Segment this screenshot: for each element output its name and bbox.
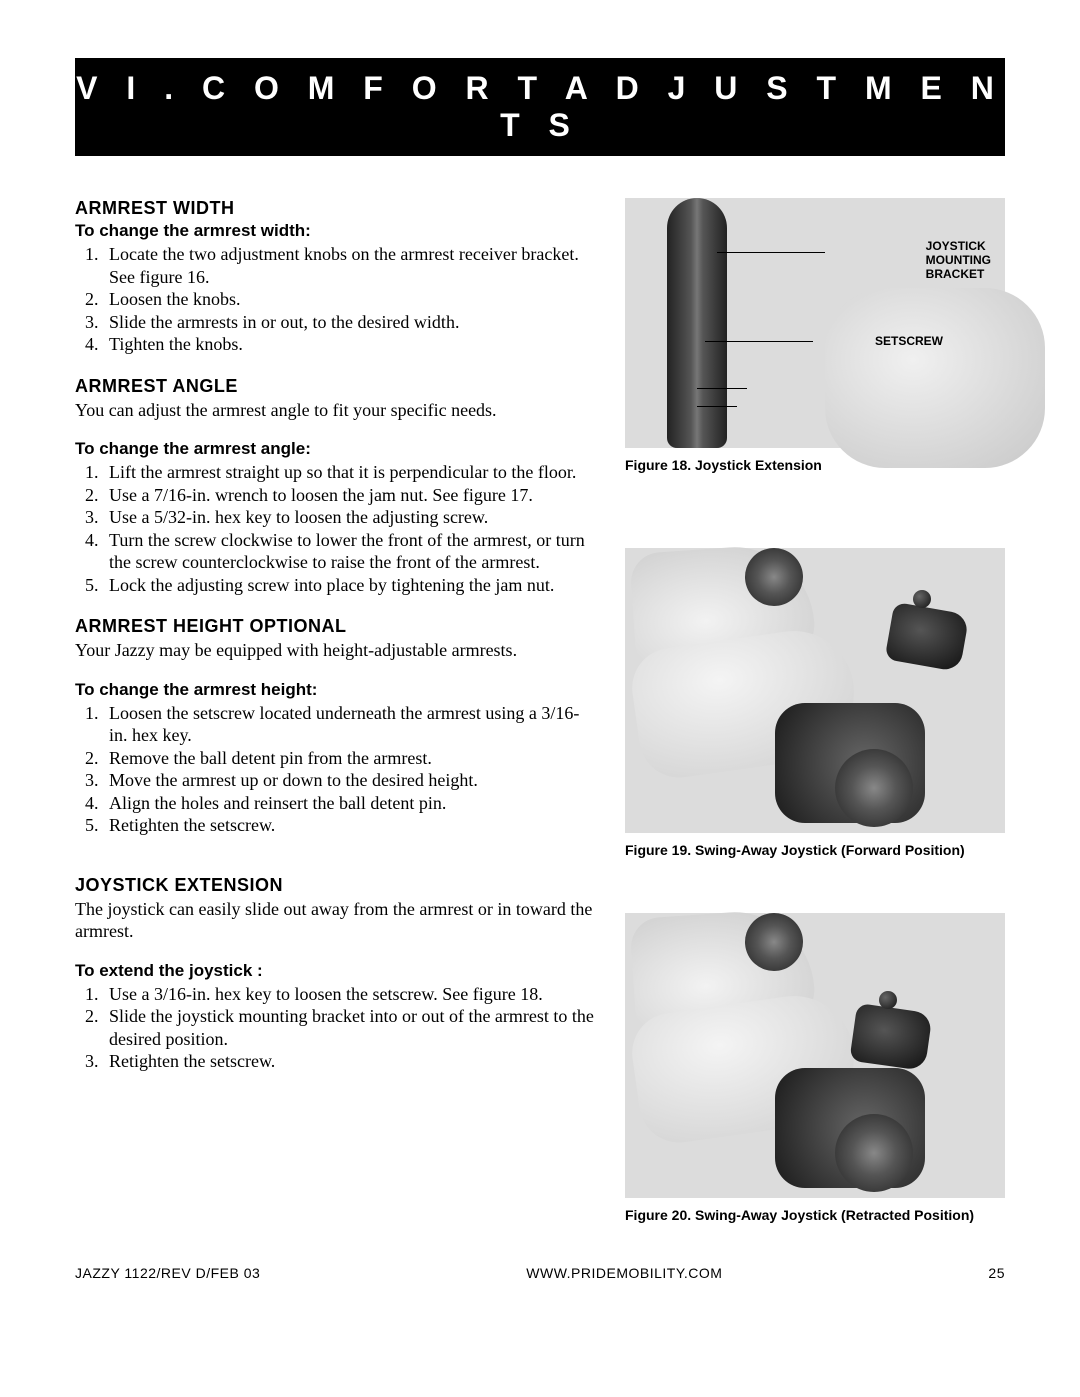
step-item: Use a 5/32-in. hex key to loosen the adj…	[103, 506, 595, 529]
step-item: Tighten the knobs.	[103, 333, 595, 356]
subtitle-armrest-height: To change the armrest height:	[75, 680, 595, 700]
wheelchair-icon	[625, 548, 1005, 833]
step-item: Locate the two adjustment knobs on the a…	[103, 243, 595, 288]
step-item: Use a 3/16-in. hex key to loosen the set…	[103, 983, 595, 1006]
section-title-joystick-extension: JOYSTICK EXTENSION	[75, 875, 595, 896]
subtitle-armrest-angle: To change the armrest angle:	[75, 439, 595, 459]
step-item: Use a 7/16-in. wrench to loosen the jam …	[103, 484, 595, 507]
step-item: Turn the screw clockwise to lower the fr…	[103, 529, 595, 574]
footer-url: WWW.PRIDEMOBILITY.COM	[526, 1265, 722, 1281]
callout-line-icon	[697, 388, 747, 389]
joystick-knob-icon	[879, 991, 897, 1009]
armrest-shape-icon	[667, 198, 727, 448]
intro-joystick-extension: The joystick can easily slide out away f…	[75, 898, 595, 943]
step-item: Remove the ball detent pin from the armr…	[103, 747, 595, 770]
figure-20-image	[625, 913, 1005, 1198]
wheel-icon	[835, 1114, 913, 1192]
section-title-armrest-width: ARMREST WIDTH	[75, 198, 595, 219]
callout-line-icon	[717, 252, 825, 253]
section-title-armrest-angle: ARMREST ANGLE	[75, 376, 595, 397]
figure-19-image	[625, 548, 1005, 833]
wheel-icon	[835, 749, 913, 827]
step-item: Loosen the knobs.	[103, 288, 595, 311]
callout-line-icon	[705, 341, 813, 342]
step-item: Align the holes and reinsert the ball de…	[103, 792, 595, 815]
figure-20-caption: Figure 20. Swing-Away Joystick (Retracte…	[625, 1206, 1005, 1224]
step-item: Retighten the setscrew.	[103, 1050, 595, 1073]
callout-line-icon	[697, 406, 737, 407]
seat-shape-icon	[825, 288, 1045, 468]
step-item: Lift the armrest straight up so that it …	[103, 461, 595, 484]
joystick-panel-icon	[885, 602, 970, 672]
steps-joystick-extension: Use a 3/16-in. hex key to loosen the set…	[75, 983, 595, 1073]
joystick-knob-icon	[913, 590, 931, 608]
steps-armrest-height: Loosen the setscrew located underneath t…	[75, 702, 595, 837]
figure-18-image: JOYSTICKMOUNTINGBRACKET SETSCREW	[625, 198, 1005, 448]
figure-label-setscrew: SETSCREW	[875, 335, 943, 349]
subtitle-armrest-width: To change the armrest width:	[75, 221, 595, 241]
intro-armrest-angle: You can adjust the armrest angle to fit …	[75, 399, 595, 422]
section-title-armrest-height: ARMREST HEIGHT OPTIONAL	[75, 616, 595, 637]
step-item: Retighten the setscrew.	[103, 814, 595, 837]
text-column: ARMREST WIDTH To change the armrest widt…	[75, 198, 595, 1225]
figure-column: JOYSTICKMOUNTINGBRACKET SETSCREW Figure …	[625, 198, 1005, 1225]
joystick-panel-icon	[849, 1003, 932, 1071]
step-item: Slide the joystick mounting bracket into…	[103, 1005, 595, 1050]
step-item: Slide the armrests in or out, to the des…	[103, 311, 595, 334]
wheelchair-icon	[625, 913, 1005, 1198]
page-footer: JAZZY 1122/REV D/FEB 03 WWW.PRIDEMOBILIT…	[75, 1265, 1005, 1281]
figure-19-caption: Figure 19. Swing-Away Joystick (Forward …	[625, 841, 1005, 859]
step-item: Lock the adjusting screw into place by t…	[103, 574, 595, 597]
step-item: Loosen the setscrew located underneath t…	[103, 702, 595, 747]
step-item: Move the armrest up or down to the desir…	[103, 769, 595, 792]
page-title-banner: V I . C O M F O R T A D J U S T M E N T …	[75, 58, 1005, 156]
subtitle-joystick-extension: To extend the joystick :	[75, 961, 595, 981]
content-columns: ARMREST WIDTH To change the armrest widt…	[75, 198, 1005, 1225]
steps-armrest-width: Locate the two adjustment knobs on the a…	[75, 243, 595, 356]
steps-armrest-angle: Lift the armrest straight up so that it …	[75, 461, 595, 596]
footer-revision: JAZZY 1122/REV D/FEB 03	[75, 1265, 260, 1281]
footer-page-number: 25	[988, 1265, 1005, 1281]
intro-armrest-height: Your Jazzy may be equipped with height-a…	[75, 639, 595, 662]
manual-page: V I . C O M F O R T A D J U S T M E N T …	[0, 0, 1080, 1321]
figure-label-mounting-bracket: JOYSTICKMOUNTINGBRACKET	[926, 240, 991, 281]
